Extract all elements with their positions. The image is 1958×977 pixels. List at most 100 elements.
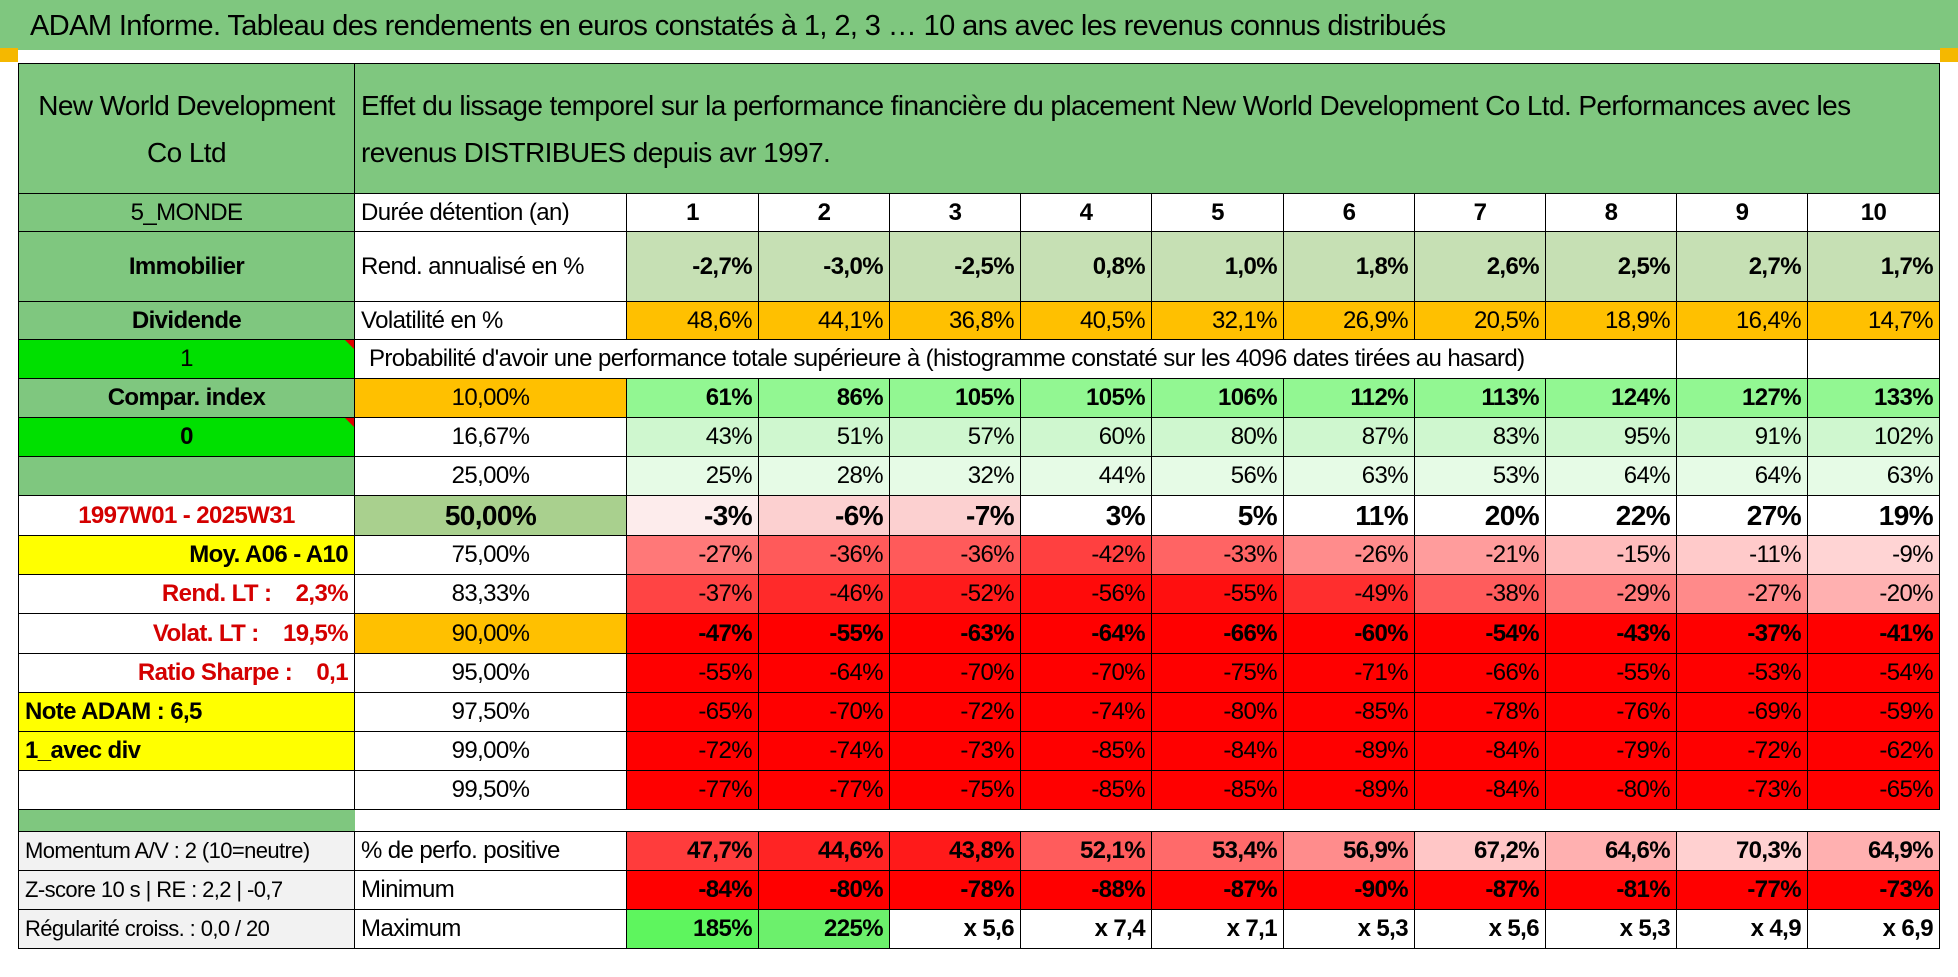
volatilite-row: Dividende Volatilité en % 48,6% 44,1% 36… bbox=[18, 301, 1940, 340]
quantile-cell: -46% bbox=[758, 574, 890, 614]
quantile-cell: -47% bbox=[626, 613, 759, 654]
quantile-cell: -27% bbox=[1676, 574, 1808, 614]
returns-table: New World Development Co Ltd Effet du li… bbox=[18, 63, 1940, 949]
minimum-cell: -80% bbox=[758, 870, 890, 910]
quantile-cell: -77% bbox=[626, 770, 759, 810]
year-header: 5 bbox=[1151, 193, 1284, 232]
quantile-cell: -53% bbox=[1676, 653, 1808, 693]
quantile-label: 10,00% bbox=[354, 378, 627, 418]
flag-one-cell: 1 bbox=[18, 339, 355, 379]
quantile-cell: -60% bbox=[1283, 613, 1415, 654]
quantile-cell: -3% bbox=[626, 495, 759, 536]
quantile-cell: -27% bbox=[626, 535, 759, 575]
zone-label: 5_MONDE bbox=[18, 193, 355, 232]
positive-label: % de perfo. positive bbox=[354, 831, 627, 871]
volatilite-cell: 26,9% bbox=[1283, 301, 1415, 340]
volatilite-cell: 18,9% bbox=[1545, 301, 1677, 340]
maximum-cell: x 5,6 bbox=[1414, 909, 1546, 949]
minimum-cell: -90% bbox=[1283, 870, 1415, 910]
quantile-cell: 86% bbox=[758, 378, 890, 418]
quantile-row: Note ADAM : 6,5 97,50% -65% -70% -72% -7… bbox=[18, 692, 1940, 732]
minimum-cell: -81% bbox=[1545, 870, 1677, 910]
quantile-cell: -62% bbox=[1807, 731, 1940, 771]
quantile-cell: -78% bbox=[1414, 692, 1546, 732]
corner-marker-left bbox=[0, 48, 18, 62]
quantile-cell: 95% bbox=[1545, 417, 1677, 457]
rendement-row: Immobilier Rend. annualisé en % -2,7% -3… bbox=[18, 231, 1940, 302]
quantile-cell: 83% bbox=[1414, 417, 1546, 457]
quantile-cell: 20% bbox=[1414, 495, 1546, 536]
corner-marker-right bbox=[1940, 48, 1958, 62]
quantile-cell: -70% bbox=[758, 692, 890, 732]
quantile-label: 97,50% bbox=[354, 692, 627, 732]
quantile-cell: -80% bbox=[1545, 770, 1677, 810]
year-header: 8 bbox=[1545, 193, 1677, 232]
quantile-cell: -65% bbox=[626, 692, 759, 732]
quantile-cell: 51% bbox=[758, 417, 890, 457]
quantile-cell: -66% bbox=[1151, 613, 1284, 654]
quantile-cell: -7% bbox=[889, 495, 1021, 536]
duration-label: Durée détention (an) bbox=[354, 193, 627, 232]
quantile-cell: -49% bbox=[1283, 574, 1415, 614]
maximum-label: Maximum bbox=[354, 909, 627, 949]
positive-cell: 64,9% bbox=[1807, 831, 1940, 871]
positive-cell: 70,3% bbox=[1676, 831, 1808, 871]
quantile-cell: -29% bbox=[1545, 574, 1677, 614]
year-header: 9 bbox=[1676, 193, 1808, 232]
positive-cell: 64,6% bbox=[1545, 831, 1677, 871]
year-header: 4 bbox=[1020, 193, 1152, 232]
quantile-cell: -55% bbox=[1151, 574, 1284, 614]
quantile-cell: 3% bbox=[1020, 495, 1152, 536]
minimum-cell: -84% bbox=[626, 870, 759, 910]
quantile-cell: -21% bbox=[1414, 535, 1546, 575]
quantile-label: 50,00% bbox=[354, 495, 627, 536]
quantile-cell: -80% bbox=[1151, 692, 1284, 732]
rendement-cell: 1,0% bbox=[1151, 231, 1284, 302]
maximum-row: Régularité croiss. : 0,0 / 20 Maximum 18… bbox=[18, 909, 1940, 949]
quantile-cell: 113% bbox=[1414, 378, 1546, 418]
positive-cell: 52,1% bbox=[1020, 831, 1152, 871]
quantile-row: 99,50% -77% -77% -75% -85% -85% -89% -84… bbox=[18, 770, 1940, 810]
quantile-cell: -37% bbox=[626, 574, 759, 614]
title-bar: ADAM Informe. Tableau des rendements en … bbox=[0, 0, 1958, 50]
quantile-cell: 28% bbox=[758, 456, 890, 496]
rendement-label: Rend. annualisé en % bbox=[354, 231, 627, 302]
volatilite-cell: 16,4% bbox=[1676, 301, 1808, 340]
quantile-cell: -84% bbox=[1414, 770, 1546, 810]
positive-cell: 44,6% bbox=[758, 831, 890, 871]
header-row: New World Development Co Ltd Effet du li… bbox=[18, 63, 1940, 194]
year-header: 6 bbox=[1283, 193, 1415, 232]
positive-cell: 67,2% bbox=[1414, 831, 1546, 871]
quantile-cell: -6% bbox=[758, 495, 890, 536]
volatilite-cell: 40,5% bbox=[1020, 301, 1152, 340]
quantile-cell: -75% bbox=[889, 770, 1021, 810]
empty-cell bbox=[1807, 339, 1940, 379]
quantile-cell: -26% bbox=[1283, 535, 1415, 575]
rendement-cell: 2,7% bbox=[1676, 231, 1808, 302]
year-header: 1 bbox=[626, 193, 759, 232]
quantile-cell: 11% bbox=[1283, 495, 1415, 536]
minimum-cell: -78% bbox=[889, 870, 1021, 910]
quantile-cell: -59% bbox=[1807, 692, 1940, 732]
quantile-cell: -63% bbox=[889, 613, 1021, 654]
quantile-row: 0 16,67% 43% 51% 57% 60% 80% 87% 83% 95%… bbox=[18, 417, 1940, 457]
probability-row: 1 Probabilité d'avoir une performance to… bbox=[18, 339, 1940, 379]
quantile-cell: 133% bbox=[1807, 378, 1940, 418]
quantile-cell: -73% bbox=[889, 731, 1021, 771]
quantile-cell: 43% bbox=[626, 417, 759, 457]
quantile-cell: -73% bbox=[1676, 770, 1808, 810]
income-label: Dividende bbox=[18, 301, 355, 340]
quantile-label: 83,33% bbox=[354, 574, 627, 614]
quantile-cell: 27% bbox=[1676, 495, 1808, 536]
empty-green-cell bbox=[18, 456, 355, 496]
minimum-row: Z-score 10 s | RE : 2,2 | -0,7 Minimum -… bbox=[18, 870, 1940, 910]
quantile-cell: 87% bbox=[1283, 417, 1415, 457]
quantile-cell: -85% bbox=[1020, 770, 1152, 810]
quantile-cell: -64% bbox=[1020, 613, 1152, 654]
maximum-cell: x 6,9 bbox=[1807, 909, 1940, 949]
quantile-cell: 127% bbox=[1676, 378, 1808, 418]
quantile-cell: 53% bbox=[1414, 456, 1546, 496]
quantile-row: 25,00% 25% 28% 32% 44% 56% 63% 53% 64% 6… bbox=[18, 456, 1940, 496]
volatilite-cell: 44,1% bbox=[758, 301, 890, 340]
maximum-cell: x 7,4 bbox=[1020, 909, 1152, 949]
